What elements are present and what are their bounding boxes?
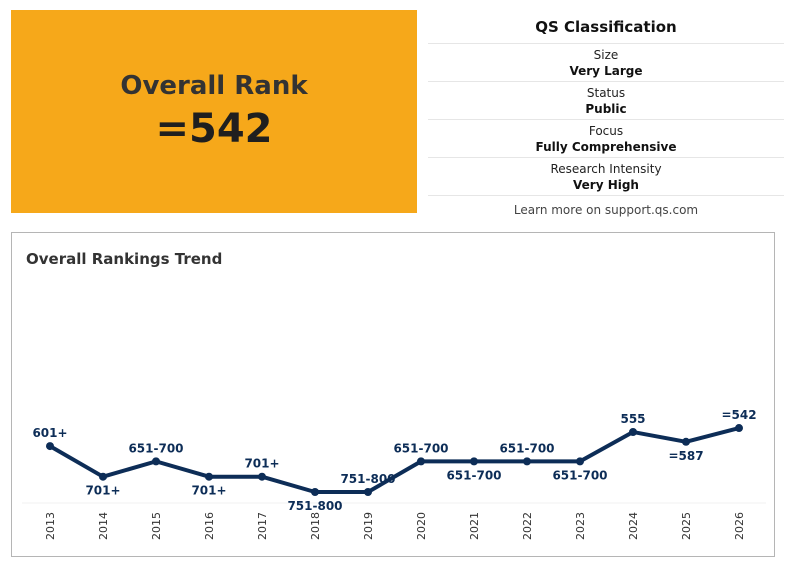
- x-tick-label-2016: 2016: [203, 512, 216, 540]
- data-label-2025: =587: [668, 449, 703, 463]
- data-label-2014: 701+: [85, 484, 120, 498]
- data-point-2014: [99, 472, 107, 481]
- overall-rank-value: =542: [155, 105, 273, 152]
- x-tick-label-2014: 2014: [97, 512, 110, 540]
- data-point-2024: [629, 428, 637, 436]
- data-label-2020: 651-700: [393, 441, 448, 455]
- data-point-2019: [364, 488, 372, 496]
- classification-row-focus: Focus Fully Comprehensive: [428, 120, 784, 158]
- data-point-2025: [682, 437, 690, 446]
- data-label-2019: 751-800: [340, 472, 395, 486]
- data-label-2023: 651-700: [552, 468, 607, 482]
- x-tick-label-2022: 2022: [521, 512, 534, 540]
- data-point-2015: [152, 457, 160, 466]
- data-label-2021: 651-700: [446, 468, 501, 482]
- x-tick-label-2020: 2020: [415, 512, 428, 540]
- data-label-2022: 651-700: [499, 441, 554, 455]
- data-point-2020: [417, 457, 425, 466]
- classification-value: Fully Comprehensive: [535, 139, 677, 154]
- data-point-2018: [311, 488, 319, 496]
- learn-more-link[interactable]: Learn more on support.qs.com: [513, 203, 699, 217]
- rankings-trend-card: Overall Rankings Trend 601+ 2013 701+ 2014 6…: [11, 232, 775, 557]
- x-tick-label-2015: 2015: [150, 512, 163, 540]
- data-label-2016: 701+: [191, 484, 226, 498]
- data-point-2023: [576, 457, 584, 466]
- data-label-2017: 701+: [244, 457, 279, 471]
- data-label-2015: 651-700: [128, 441, 183, 455]
- x-tick-label-2024: 2024: [627, 512, 640, 540]
- qs-classification-title: QS Classification: [428, 10, 784, 44]
- overall-rank-box: Overall Rank =542: [11, 10, 417, 213]
- data-label-2013: 601+: [32, 426, 67, 440]
- data-point-2021: [470, 457, 478, 466]
- data-point-2026: [735, 424, 743, 433]
- overall-rank-title: Overall Rank: [120, 70, 308, 101]
- data-point-2016: [205, 472, 213, 481]
- classification-value: Very High: [573, 177, 639, 192]
- x-tick-label-2021: 2021: [468, 512, 481, 540]
- x-tick-label-2023: 2023: [574, 512, 587, 540]
- rankings-trend-title: Overall Rankings Trend: [26, 250, 223, 268]
- data-point-2013: [46, 442, 54, 451]
- rank-trend-line: [48, 426, 740, 494]
- classification-label: Status: [586, 85, 626, 100]
- classification-label: Research Intensity: [550, 161, 662, 176]
- data-label-2024: 555: [620, 412, 645, 426]
- data-point-2022: [523, 457, 531, 466]
- x-tick-label-2025: 2025: [680, 512, 693, 540]
- x-tick-label-2026: 2026: [733, 512, 746, 540]
- x-tick-label-2018: 2018: [309, 512, 322, 540]
- qs-classification-panel: QS Classification Size Very Large Status…: [428, 10, 784, 225]
- classification-row-research-intensity: Research Intensity Very High: [428, 158, 784, 196]
- data-point-2017: [258, 472, 266, 481]
- data-label-2018: 751-800: [287, 499, 342, 513]
- classification-label: Focus: [588, 123, 624, 138]
- rankings-trend-chart: 601+ 2013 701+ 2014 651-700 2015 701+ 2016 701+ 2…: [22, 408, 766, 540]
- data-label-2026: =542: [721, 408, 756, 422]
- x-tick-label-2013: 2013: [44, 512, 57, 540]
- x-tick-label-2019: 2019: [362, 512, 375, 540]
- x-tick-label-2017: 2017: [256, 512, 269, 540]
- classification-value: Public: [585, 101, 627, 116]
- classification-label: Size: [593, 47, 619, 62]
- classification-row-status: Status Public: [428, 82, 784, 120]
- classification-value: Very Large: [569, 63, 643, 78]
- classification-row-size: Size Very Large: [428, 44, 784, 82]
